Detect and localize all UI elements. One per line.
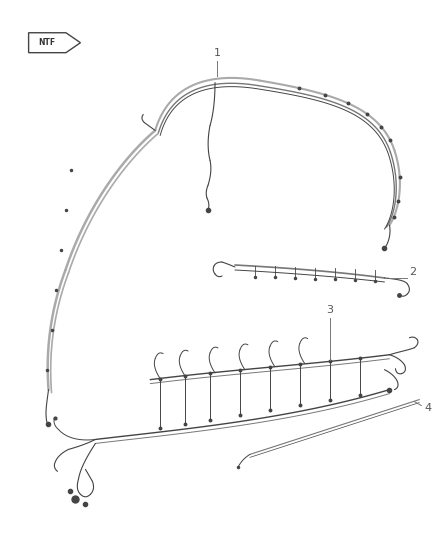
Text: 4: 4 xyxy=(424,402,431,413)
Text: 2: 2 xyxy=(410,267,417,277)
Text: 3: 3 xyxy=(326,305,333,315)
Text: 1: 1 xyxy=(213,47,220,58)
Text: NTF: NTF xyxy=(38,38,55,47)
